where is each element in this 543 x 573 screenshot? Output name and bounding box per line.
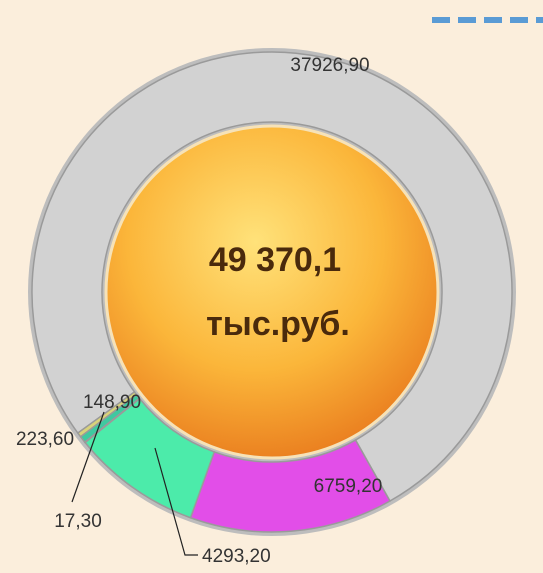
data-label: 37926,90 xyxy=(290,55,369,76)
chart: 49 370,1 тыс.руб. 37926,90 6759,20 4293,20… xyxy=(0,0,543,573)
center-disc xyxy=(106,126,438,458)
data-label: 4293,20 xyxy=(202,546,271,567)
center-value: 49 370,1 xyxy=(209,241,341,279)
data-label: 223,60 xyxy=(16,429,74,450)
data-label: 148,90 xyxy=(83,392,141,413)
center-unit: тыс.руб. xyxy=(206,305,350,343)
data-label: 17,30 xyxy=(54,511,102,532)
page: {"chart_data": {"type": "donut", "center… xyxy=(0,0,543,573)
data-label: 6759,20 xyxy=(314,476,383,497)
